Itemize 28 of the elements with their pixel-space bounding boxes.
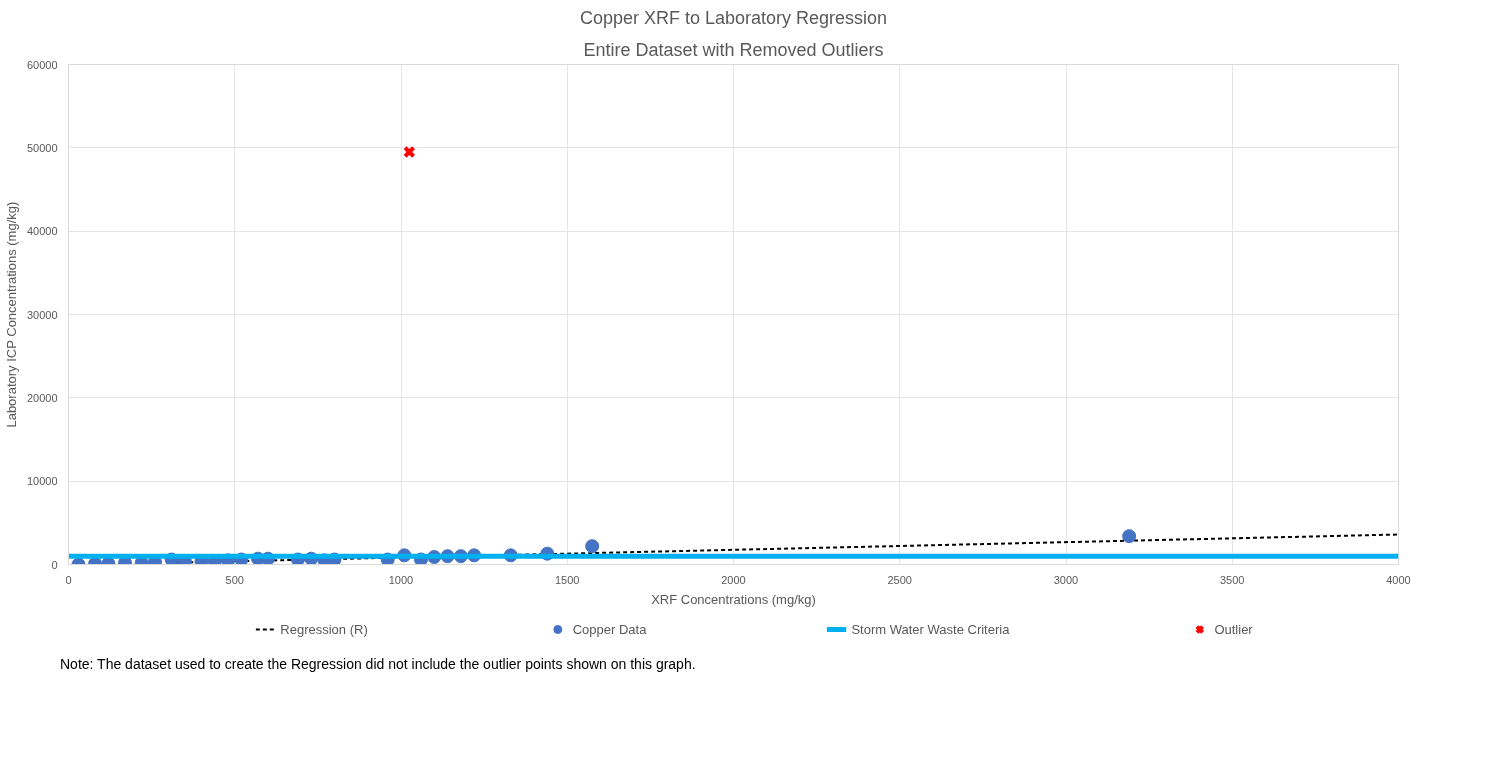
y-tick-label: 50000 (26, 141, 58, 154)
legend-label: Copper Data (572, 621, 647, 637)
y-tick-label: 0 (51, 558, 58, 571)
x-tick-label: 2000 (721, 573, 746, 586)
x-tick-label: 4000 (1386, 573, 1411, 586)
x-axis-title: XRF Concentrations (mg/kg) (651, 591, 816, 607)
legend-label: Regression (R) (280, 621, 368, 637)
y-tick-label: 40000 (26, 225, 58, 238)
text: Note: The dataset used to create the Regression did not include the outlier points shown on this graph. (60, 655, 696, 674)
x-tick-label: 500 (225, 573, 244, 586)
x-tick-label: 1000 (388, 573, 414, 586)
chart-subtitle: Entire Dataset with Removed Outliers (583, 39, 884, 60)
x-tick-label: 0 (65, 573, 72, 586)
y-axis-title: Laboratory ICP Concentrations (mg/kg) (3, 201, 19, 428)
x-tick-label: 2500 (887, 573, 912, 586)
legend-label: Storm Water Waste Criteria (851, 621, 1010, 637)
point (403, 145, 416, 159)
x-tick-label: 3500 (1220, 573, 1245, 586)
point (585, 539, 600, 554)
x-tick-label: 3000 (1053, 573, 1079, 586)
y-tick-label: 60000 (26, 58, 58, 71)
y-tick-label: 20000 (26, 391, 58, 404)
y-tick-label: 10000 (26, 475, 58, 488)
legend-label: Outlier (1214, 621, 1253, 637)
chart-title: Copper XRF to Laboratory Regression (579, 7, 888, 28)
point (1122, 529, 1137, 544)
y-tick-label: 30000 (26, 308, 58, 321)
x-tick-label: 1500 (555, 573, 580, 586)
